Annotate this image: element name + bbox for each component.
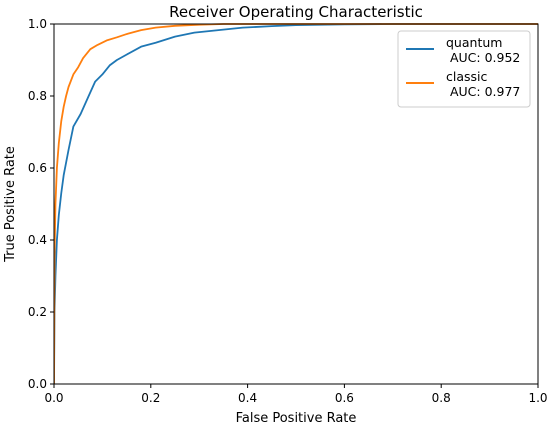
legend-auc-quantum: AUC: 0.952 xyxy=(446,50,520,65)
y-tick-label: 1.0 xyxy=(28,17,47,31)
y-tick-label: 0.0 xyxy=(28,377,47,391)
legend-label-quantum: quantum xyxy=(446,35,502,50)
x-axis: 0.0 0.2 0.4 0.6 0.8 1.0 xyxy=(44,384,548,405)
axes-frame xyxy=(53,23,539,385)
y-axis: 0.0 0.2 0.4 0.6 0.8 1.0 xyxy=(28,17,54,391)
y-tick-label: 0.4 xyxy=(28,233,47,247)
y-tick-label: 0.6 xyxy=(28,161,47,175)
x-tick-label: 0.0 xyxy=(44,391,63,405)
legend: quantum AUC: 0.952 classic AUC: 0.977 xyxy=(397,30,531,108)
x-tick-label: 0.4 xyxy=(238,391,257,405)
legend-auc-classic: AUC: 0.977 xyxy=(446,84,520,99)
y-axis-label: True Positive Rate xyxy=(3,146,18,263)
y-tick-label: 0.2 xyxy=(28,305,47,319)
x-tick-label: 0.8 xyxy=(432,391,451,405)
x-tick-label: 0.2 xyxy=(141,391,160,405)
x-tick-label: 0.6 xyxy=(335,391,354,405)
x-tick-label: 1.0 xyxy=(528,391,547,405)
legend-label-classic: classic xyxy=(446,69,488,84)
x-axis-label: False Positive Rate xyxy=(236,411,357,426)
chart-title: Receiver Operating Characteristic xyxy=(169,3,423,21)
plot-area xyxy=(53,23,539,385)
y-tick-label: 0.8 xyxy=(28,89,47,103)
